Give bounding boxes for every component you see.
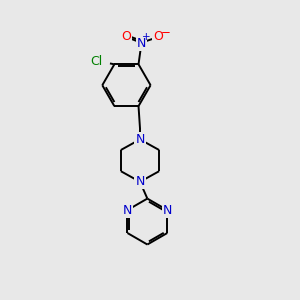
Text: O: O: [153, 30, 163, 43]
Text: N: N: [163, 204, 172, 217]
Text: −: −: [160, 26, 170, 39]
Text: Cl: Cl: [90, 56, 102, 68]
Text: O: O: [121, 30, 131, 43]
Text: +: +: [142, 32, 150, 42]
Text: N: N: [123, 204, 132, 217]
Text: N: N: [135, 133, 145, 146]
Text: N: N: [137, 37, 146, 50]
Text: N: N: [135, 175, 145, 188]
